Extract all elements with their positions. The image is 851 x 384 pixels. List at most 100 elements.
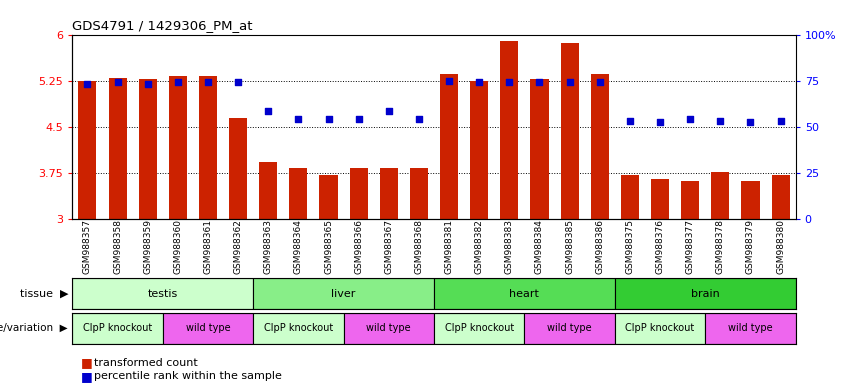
Text: wild type: wild type <box>367 323 411 333</box>
Text: GSM988360: GSM988360 <box>174 219 182 274</box>
Text: GSM988367: GSM988367 <box>385 219 393 274</box>
Text: genotype/variation  ▶: genotype/variation ▶ <box>0 323 68 333</box>
Point <box>744 119 757 126</box>
Text: heart: heart <box>510 289 540 299</box>
Bar <box>434 278 614 309</box>
Text: ClpP knockout: ClpP knockout <box>444 323 514 333</box>
Bar <box>229 118 247 219</box>
Bar <box>711 172 729 219</box>
Bar <box>380 169 397 219</box>
Point <box>654 119 667 126</box>
Text: transformed count: transformed count <box>94 358 197 368</box>
Bar <box>561 43 579 219</box>
Text: wild type: wild type <box>186 323 231 333</box>
Text: GSM988385: GSM988385 <box>565 219 574 274</box>
Text: GSM988359: GSM988359 <box>143 219 152 274</box>
Text: GSM988357: GSM988357 <box>83 219 92 274</box>
Bar <box>614 278 796 309</box>
Point <box>141 81 155 88</box>
Bar <box>440 74 458 219</box>
Point <box>503 79 517 86</box>
Text: GSM988381: GSM988381 <box>444 219 454 274</box>
Point <box>533 79 546 86</box>
Point <box>111 79 124 86</box>
Text: GDS4791 / 1429306_PM_at: GDS4791 / 1429306_PM_at <box>72 19 253 32</box>
Text: ClpP knockout: ClpP knockout <box>264 323 333 333</box>
Point <box>382 108 396 114</box>
Bar <box>254 313 344 344</box>
Bar <box>78 81 96 219</box>
Point <box>472 79 486 86</box>
Bar <box>289 169 307 219</box>
Bar <box>470 81 488 219</box>
Bar <box>72 313 163 344</box>
Bar <box>260 162 277 219</box>
Point <box>322 116 335 122</box>
Text: GSM988368: GSM988368 <box>414 219 424 274</box>
Text: GSM988384: GSM988384 <box>535 219 544 274</box>
Bar <box>530 79 549 219</box>
Bar <box>614 313 705 344</box>
Point <box>351 116 365 122</box>
Text: ■: ■ <box>81 370 93 383</box>
Text: GSM988365: GSM988365 <box>324 219 333 274</box>
Text: ClpP knockout: ClpP knockout <box>83 323 152 333</box>
Bar <box>681 181 700 219</box>
Point <box>563 79 576 86</box>
Bar <box>350 169 368 219</box>
Text: GSM988362: GSM988362 <box>234 219 243 274</box>
Point <box>774 118 787 124</box>
Bar <box>168 76 187 219</box>
Point <box>171 79 185 86</box>
Text: GSM988375: GSM988375 <box>625 219 634 274</box>
Point <box>593 79 607 86</box>
Text: GSM988358: GSM988358 <box>113 219 122 274</box>
Text: GSM988380: GSM988380 <box>776 219 785 274</box>
Text: GSM988377: GSM988377 <box>686 219 694 274</box>
Text: percentile rank within the sample: percentile rank within the sample <box>94 371 282 381</box>
Point <box>443 78 456 84</box>
Point <box>231 79 245 86</box>
Bar <box>651 179 669 219</box>
Bar <box>319 175 338 219</box>
Text: ■: ■ <box>81 356 93 369</box>
Text: GSM988379: GSM988379 <box>746 219 755 274</box>
Bar <box>163 313 254 344</box>
Bar <box>434 313 524 344</box>
Text: GSM988382: GSM988382 <box>475 219 483 274</box>
Point <box>412 116 426 122</box>
Text: GSM988361: GSM988361 <box>203 219 213 274</box>
Text: brain: brain <box>691 289 720 299</box>
Point <box>292 116 306 122</box>
Bar <box>139 79 157 219</box>
Bar <box>621 175 639 219</box>
Bar <box>591 74 608 219</box>
Text: GSM988376: GSM988376 <box>655 219 665 274</box>
Text: GSM988378: GSM988378 <box>716 219 725 274</box>
Bar <box>344 313 434 344</box>
Bar <box>772 175 790 219</box>
Point <box>623 118 637 124</box>
Bar <box>500 41 518 219</box>
Text: wild type: wild type <box>547 323 592 333</box>
Text: wild type: wild type <box>728 323 773 333</box>
Text: GSM988383: GSM988383 <box>505 219 514 274</box>
Bar <box>109 78 127 219</box>
Text: GSM988386: GSM988386 <box>596 219 604 274</box>
Bar <box>524 313 614 344</box>
Text: GSM988364: GSM988364 <box>294 219 303 274</box>
Point <box>683 116 697 122</box>
Bar <box>741 181 759 219</box>
Text: testis: testis <box>147 289 178 299</box>
Text: ClpP knockout: ClpP knockout <box>625 323 694 333</box>
Text: GSM988363: GSM988363 <box>264 219 272 274</box>
Point <box>713 118 727 124</box>
Bar <box>254 278 434 309</box>
Bar <box>199 76 217 219</box>
Bar <box>72 278 254 309</box>
Text: liver: liver <box>331 289 356 299</box>
Point <box>261 108 275 114</box>
Point <box>81 81 94 87</box>
Bar <box>705 313 796 344</box>
Text: GSM988366: GSM988366 <box>354 219 363 274</box>
